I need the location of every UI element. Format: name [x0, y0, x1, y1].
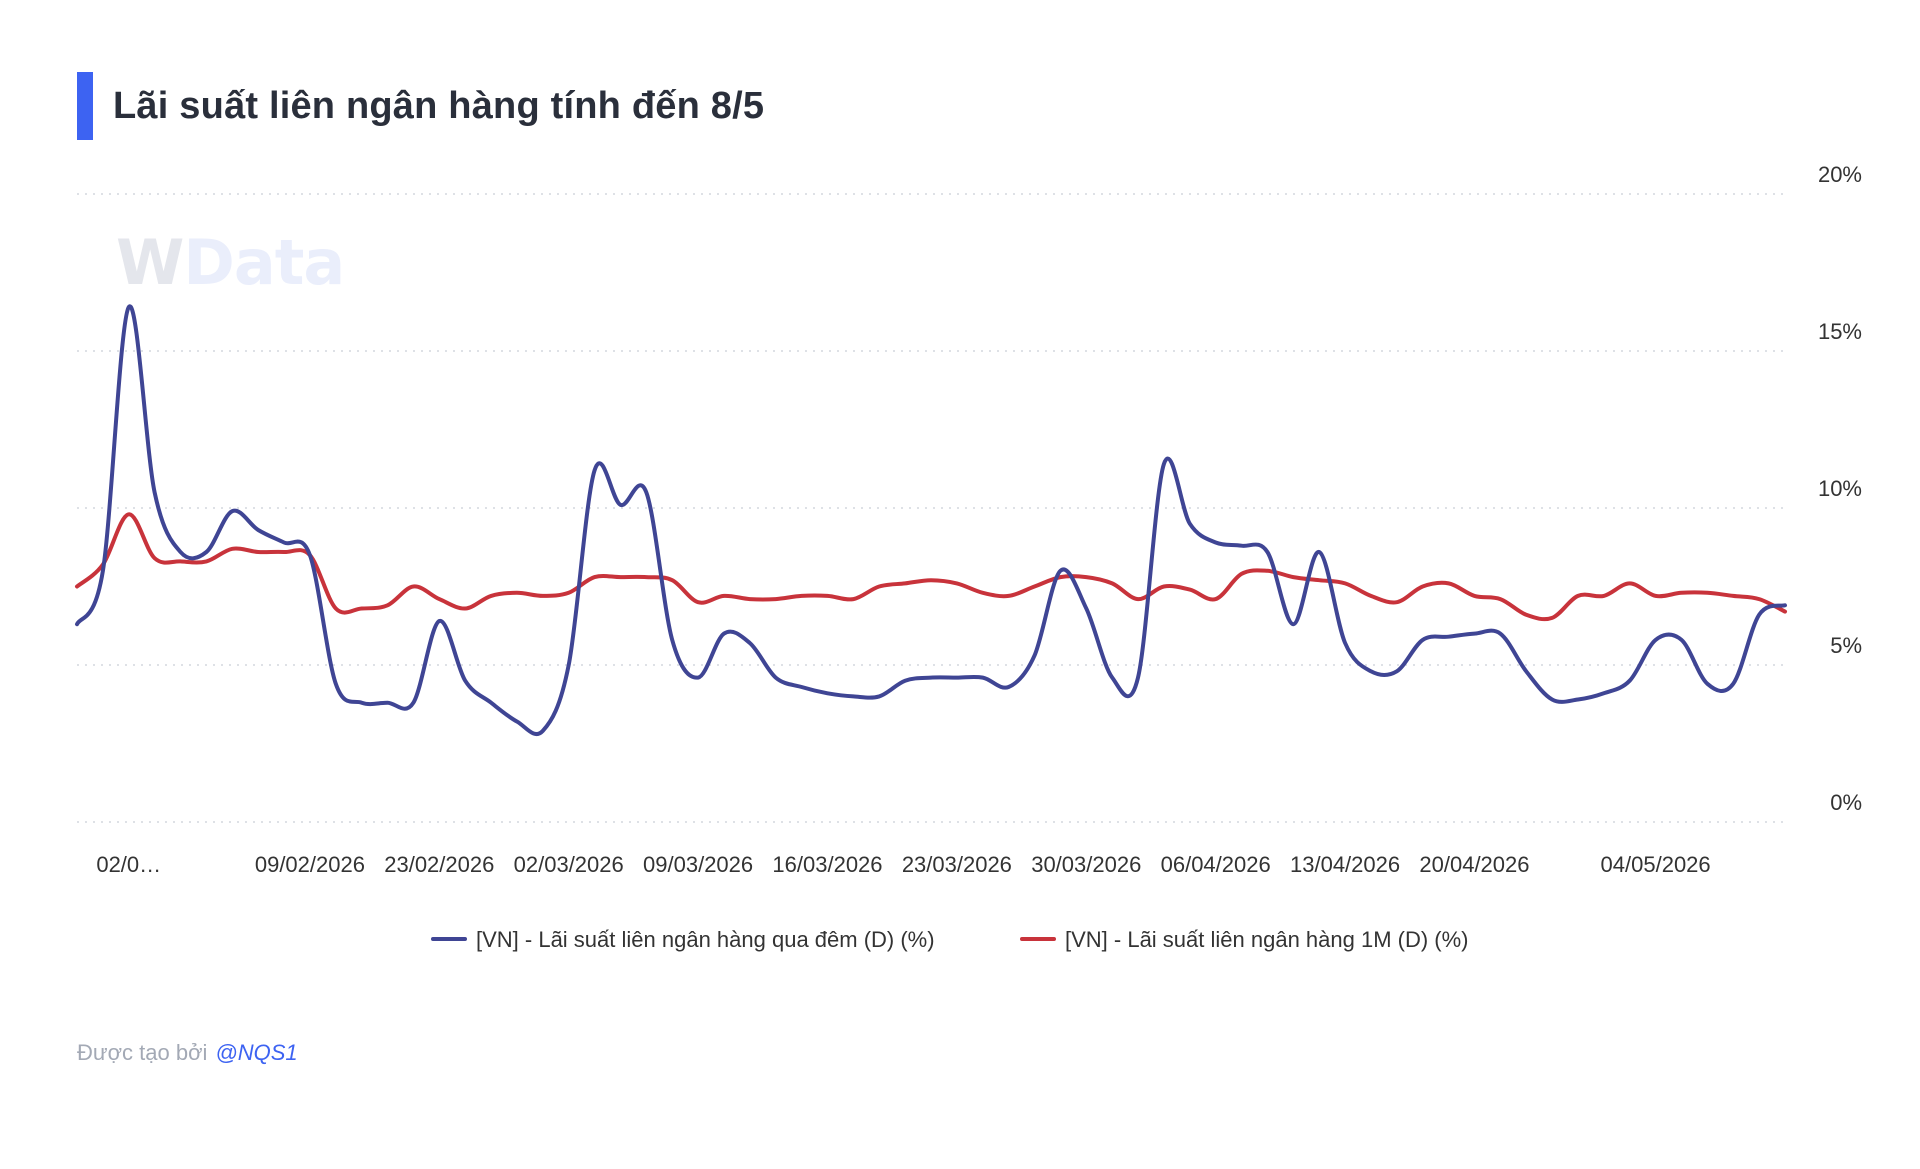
footer-author-link[interactable]: @NQS1 [215, 1040, 298, 1065]
x-tick-label: 02/03/2026 [514, 852, 624, 877]
title-accent-bar [77, 72, 93, 140]
x-tick-label: 09/03/2026 [643, 852, 753, 877]
legend-label: [VN] - Lãi suất liên ngân hàng qua đêm (… [476, 927, 935, 952]
x-tick-label: 23/03/2026 [902, 852, 1012, 877]
y-tick-label: 5% [1830, 633, 1862, 658]
footer-credit: Được tạo bởi @NQS1 [77, 1040, 298, 1066]
watermark-mark: W [116, 226, 184, 299]
legend-label: [VN] - Lãi suất liên ngân hàng 1M (D) (%… [1065, 927, 1469, 952]
x-tick-label: 16/03/2026 [772, 852, 882, 877]
series-line-1 [75, 304, 1787, 737]
x-tick-label: 20/04/2026 [1419, 852, 1529, 877]
x-tick-label: 04/05/2026 [1601, 852, 1711, 877]
watermark-logo: WData [116, 226, 345, 299]
y-tick-label: 20% [1818, 162, 1862, 187]
y-tick-label: 15% [1818, 319, 1862, 344]
x-tick-label: 30/03/2026 [1031, 852, 1141, 877]
y-tick-label: 0% [1830, 790, 1862, 815]
x-tick-label: 23/02/2026 [384, 852, 494, 877]
y-tick-label: 10% [1818, 476, 1862, 501]
watermark-text: Data [183, 226, 345, 299]
x-tick-label: 02/0… [96, 852, 161, 877]
series-line-2 [75, 512, 1787, 622]
footer-created-by: Được tạo bởi [77, 1040, 208, 1065]
x-tick-label: 09/02/2026 [255, 852, 365, 877]
x-tick-label: 13/04/2026 [1290, 852, 1400, 877]
page-title: Lãi suất liên ngân hàng tính đến 8/5 [113, 84, 765, 127]
chart-title-block: Lãi suất liên ngân hàng tính đến 8/5 [77, 72, 764, 140]
x-tick-label: 06/04/2026 [1161, 852, 1271, 877]
